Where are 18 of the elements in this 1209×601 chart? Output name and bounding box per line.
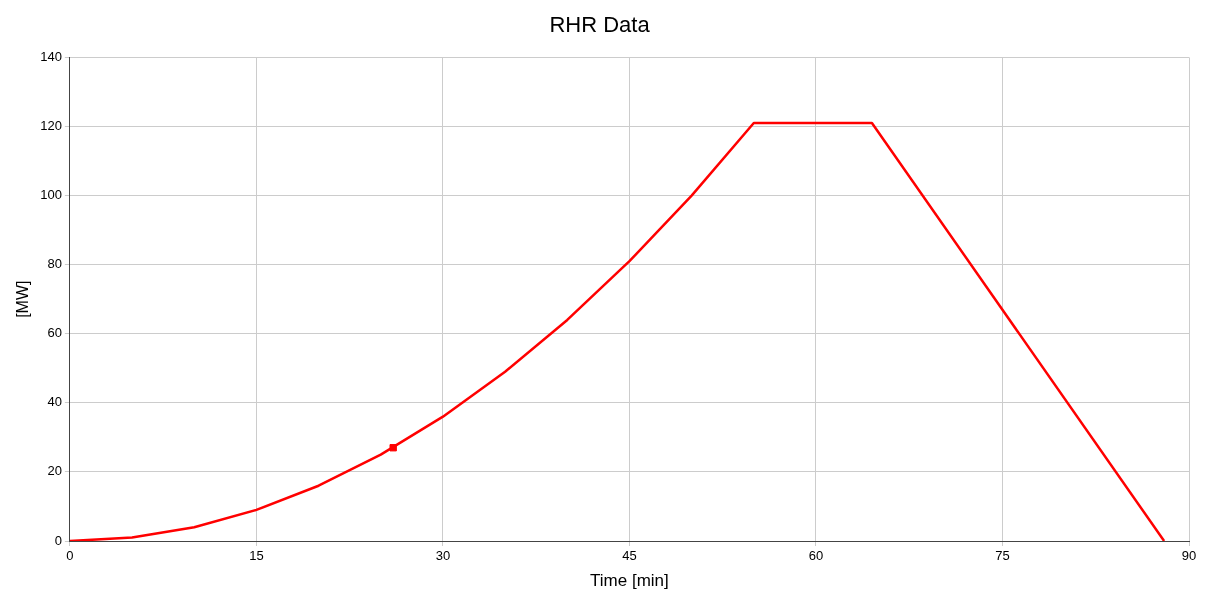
- x-tick-label: 45: [622, 548, 637, 564]
- x-tick-label: 0: [66, 548, 74, 564]
- y-axis-title: [MW]: [14, 280, 32, 318]
- x-tick-label: 15: [249, 548, 264, 564]
- chart-title: RHR Data: [549, 12, 651, 38]
- x-tick-label: 90: [1181, 548, 1197, 564]
- y-tick-label: 20: [47, 463, 62, 479]
- y-tick-label: 100: [40, 187, 62, 203]
- x-tick-label: 60: [808, 548, 824, 564]
- x-axis-title: Time [min]: [590, 571, 669, 591]
- y-tick-label: 140: [40, 48, 62, 64]
- x-tick-label: 75: [995, 548, 1010, 564]
- y-tick-label: 40: [47, 394, 62, 410]
- y-tick-label: 60: [47, 325, 62, 341]
- y-tick-label: 120: [40, 118, 62, 134]
- x-tick-label: 30: [435, 548, 451, 564]
- y-tick-label: 80: [47, 256, 62, 272]
- y-tick-label: 0: [54, 532, 62, 548]
